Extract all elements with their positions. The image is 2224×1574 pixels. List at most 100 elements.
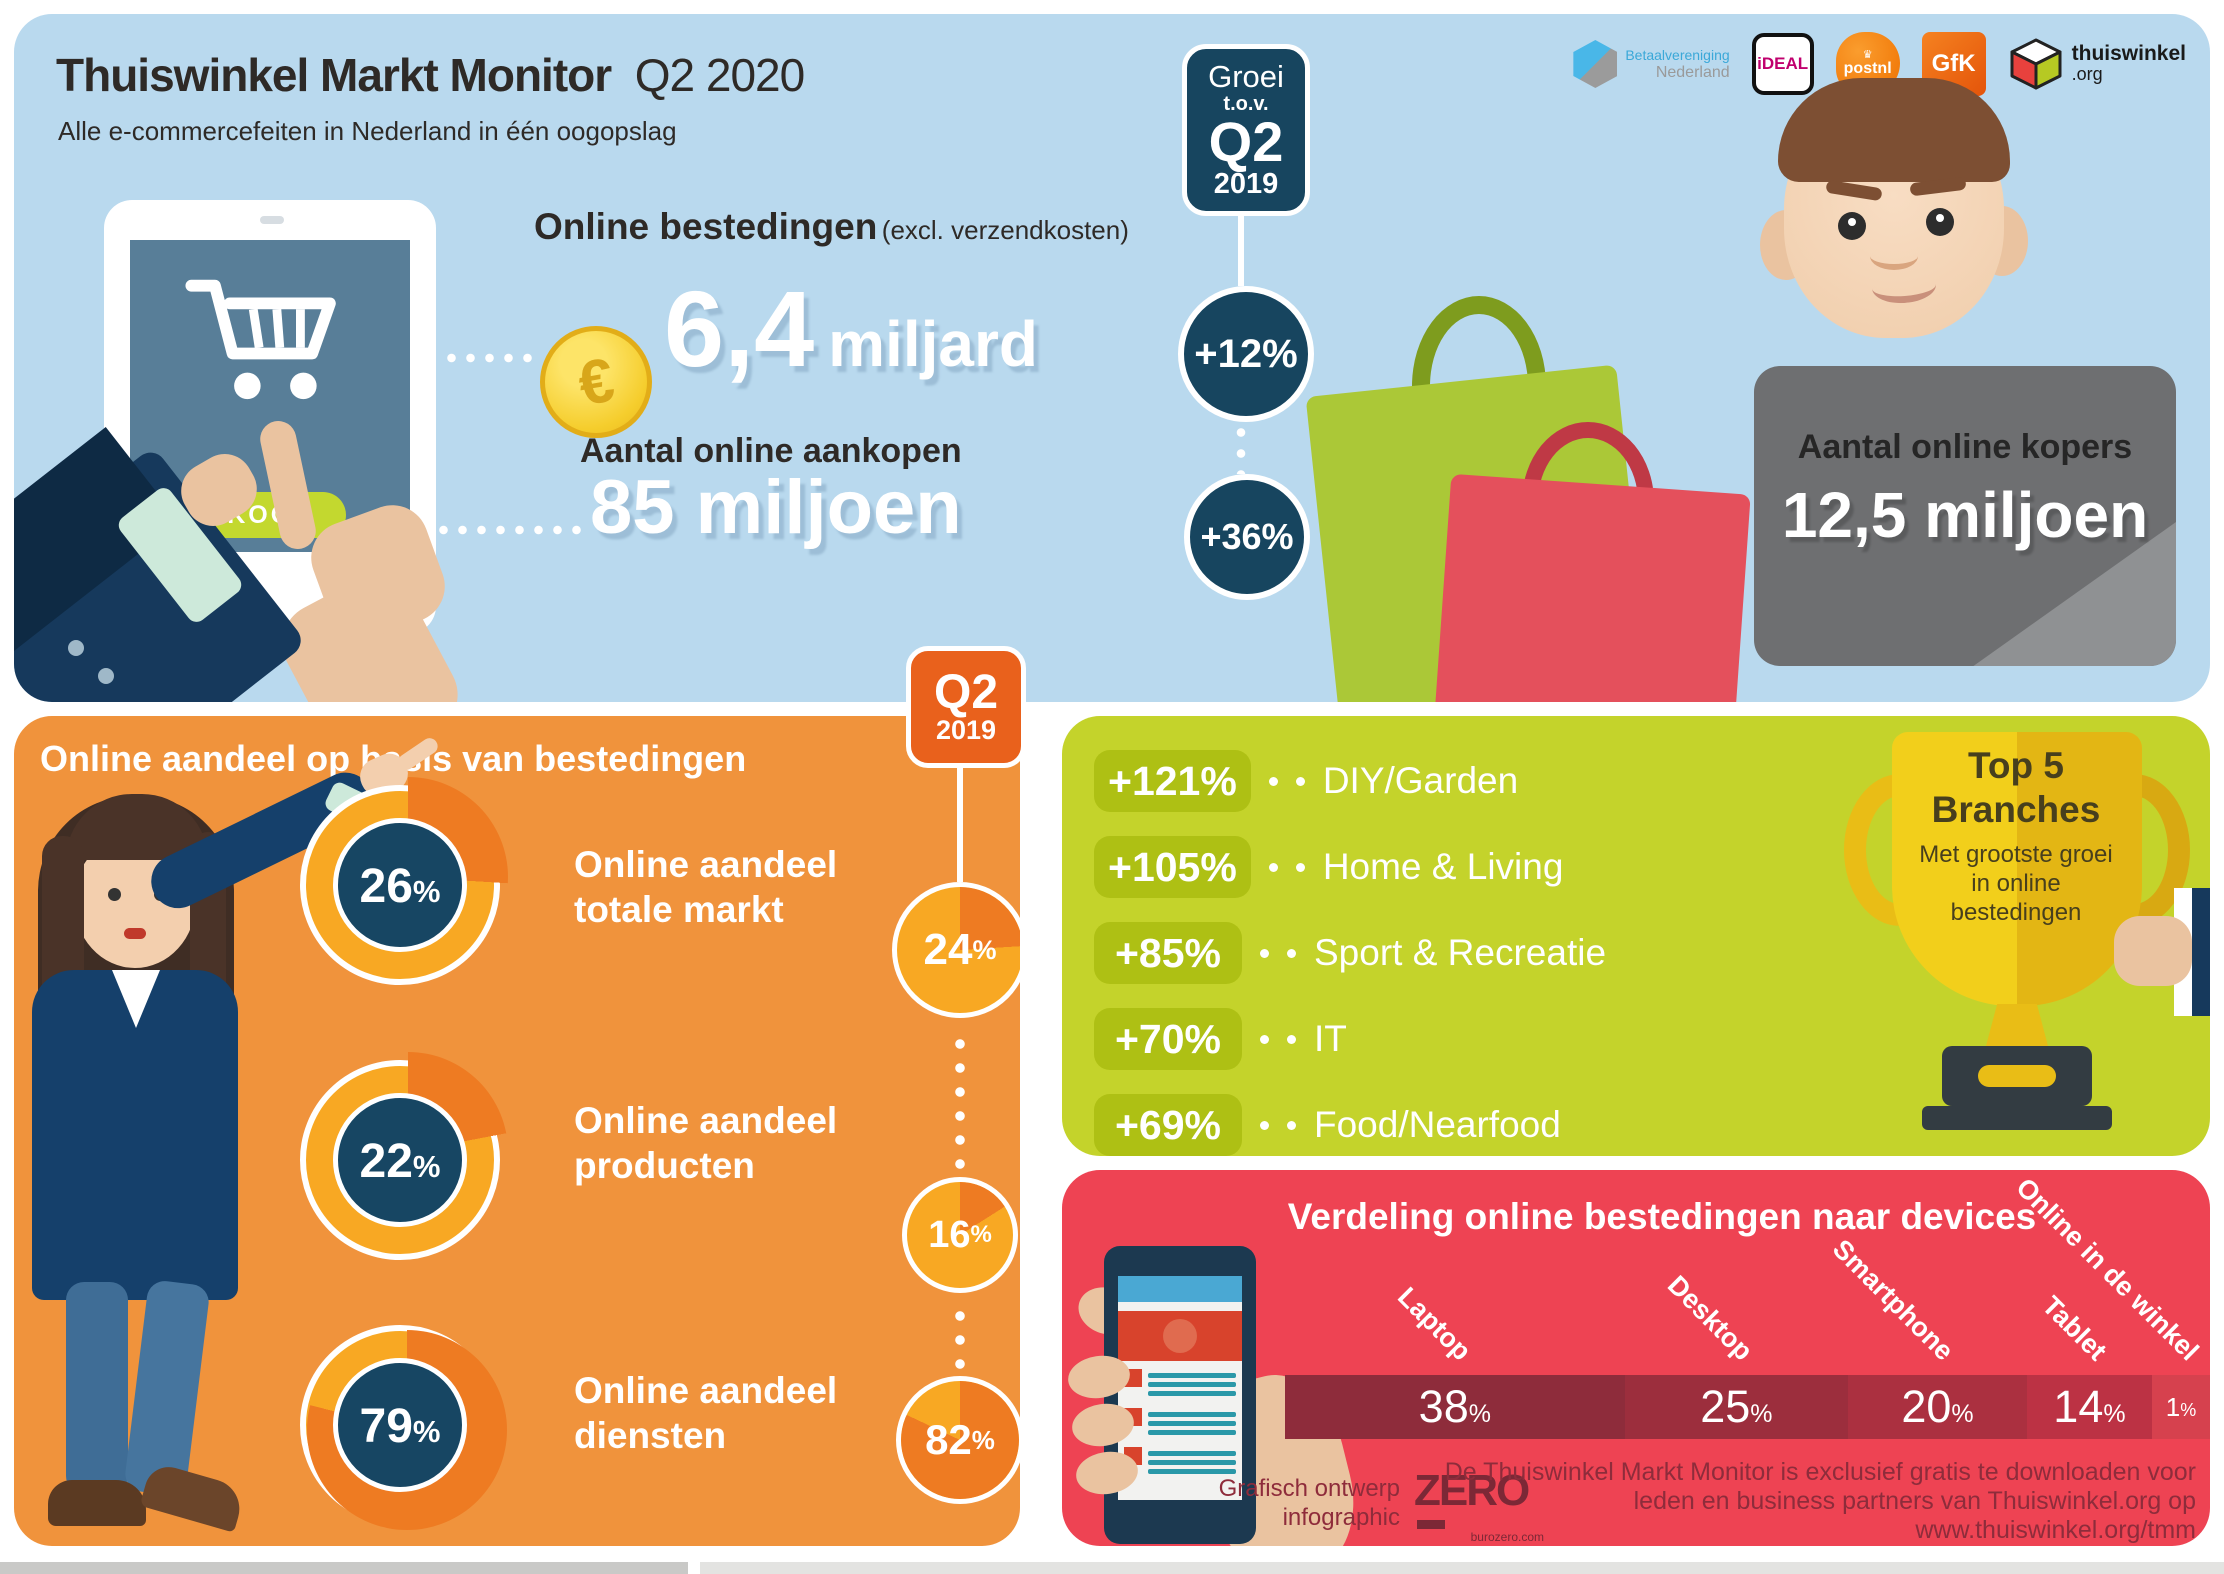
boot (139, 1461, 247, 1533)
page-title-quarter: Q2 2020 (634, 49, 805, 101)
donut-totale-markt: 26% (300, 777, 508, 985)
page-title-rest (623, 49, 635, 101)
growth-badge-sport: +85% (1094, 922, 1242, 984)
bar-segment-online-in-de-winkel: 1% (2152, 1375, 2210, 1439)
mini-wedge (907, 1182, 1013, 1288)
device-label-tablet: Tablet (2036, 1290, 2113, 1367)
design-credit: Grafisch ontwerp infographic (1218, 1475, 1400, 1531)
red-shopping-bag (1433, 473, 1751, 702)
trophy-title-line2: Branches (1931, 789, 2101, 830)
share-label-1: Online aandeel totale markt (574, 844, 838, 930)
purchases-label: Aantal online aankopen (580, 432, 962, 470)
growth-badge-line2: t.o.v. (1223, 93, 1269, 115)
branch-label: Sport & Recreatie (1314, 932, 1607, 973)
trophy-base-slot (1978, 1065, 2056, 1087)
bar-segment-desktop: 25% (1624, 1375, 1849, 1439)
branch-label: Food/Nearfood (1314, 1104, 1561, 1145)
dot-icon (1295, 776, 1305, 786)
tablet-illustration: KOOP (14, 182, 482, 702)
dot-icon (1268, 776, 1278, 786)
branch-row: +70% IT (1094, 1008, 1347, 1070)
tablet-screen: KOOP (130, 240, 410, 552)
branch-label: Home & Living (1322, 846, 1564, 887)
thuiswinkel-org-text: .org (2071, 64, 2103, 84)
devices-bar: 38% 25% 20% 14% 1% (1285, 1375, 2210, 1439)
hair (1778, 78, 2010, 182)
mini-wedge (897, 887, 1020, 1013)
dot-icon (1260, 1034, 1269, 1044)
trophy-cup (1892, 732, 2142, 1006)
page-title-bold: Thuiswinkel Markt Monitor (56, 49, 612, 101)
hand-fist (2114, 916, 2192, 986)
bar-segment-laptop: 38% (1285, 1375, 1625, 1439)
logo-row: Betaalvereniging Nederland iDEAL ♛ postn… (1573, 32, 2186, 96)
betaalvereniging-hexagon-icon (1573, 40, 1618, 88)
device-label-desktop: Desktop (1662, 1269, 1759, 1367)
screen-list-row (1118, 1361, 1242, 1400)
trophy-text: Top 5 Branches Met grootste groei in onl… (1866, 744, 2166, 927)
growth-badge-year: 2019 (1213, 168, 1279, 200)
betaalvereniging-line1: Betaalvereniging (1625, 47, 1730, 63)
trophy-stem (1986, 1004, 2048, 1046)
spending-amount: 6,4 miljard (664, 266, 1038, 391)
list-lines (1148, 1408, 1236, 1439)
thuiswinkel-logo: thuiswinkel .org (2008, 36, 2186, 92)
hand-sleeve (2190, 888, 2210, 1016)
dot-icon (1287, 1120, 1296, 1130)
branch-label: DIY/Garden (1322, 760, 1519, 801)
growth-badge-line1: Groei (1208, 59, 1284, 94)
dot-icon (1260, 1120, 1269, 1130)
jeans-leg (66, 1282, 128, 1494)
connector-line (957, 752, 963, 882)
screen-header (1118, 1276, 1242, 1302)
thuiswinkel-cube-icon (2010, 38, 2062, 90)
spending-label-bold: Online bestedingen (534, 206, 878, 247)
thuiswinkel-text: thuiswinkel (2071, 42, 2186, 65)
list-lines (1148, 1447, 1236, 1478)
eye (108, 888, 121, 901)
trophy-base (1942, 1046, 2092, 1106)
purchases-value: 85 miljoen (590, 465, 962, 550)
euro-coin-icon: € (540, 326, 652, 438)
spending-amount-unit: miljard (828, 308, 1038, 380)
dot-icon (1287, 1034, 1296, 1044)
eye (1838, 212, 1866, 240)
screen-list-row (1118, 1400, 1242, 1439)
dot-icon (1295, 862, 1305, 872)
betaalvereniging-logo: Betaalvereniging Nederland (1573, 40, 1730, 88)
screen-gap (1118, 1302, 1242, 1311)
page-subtitle: Alle e-commercefeiten in Nederland in éé… (58, 116, 677, 146)
growth-purchases-circle: +36% (1184, 474, 1310, 600)
donut-diensten: 79% (300, 1325, 507, 1530)
device-label-laptop: Laptop (1392, 1281, 1477, 1367)
trophy-illustration: Top 5 Branches Met grootste groei in onl… (1822, 716, 2210, 1156)
buyers-laptop: Aantal online kopers 12,5 miljoen (1754, 366, 2176, 666)
shopping-cart-icon (185, 279, 336, 400)
download-note: De Thuiswinkel Markt Monitor is exclusie… (1444, 1458, 2196, 1546)
eye-glint (1848, 218, 1856, 226)
ideal-logo: iDEAL (1751, 33, 1814, 95)
phone-screen (1118, 1276, 1242, 1500)
devices-panel: Verdeling online bestedingen naar device… (1062, 1170, 2210, 1546)
growth-badge-quarter: Q2 (1208, 110, 1284, 173)
branch-row: +85% Sport & Recreatie (1094, 922, 1606, 984)
eye (1926, 208, 1954, 236)
dotted-connector (953, 1304, 967, 1370)
banner-circle (1163, 1319, 1197, 1353)
branch-row: +69% Food/Nearfood (1094, 1094, 1561, 1156)
prev-circle-producten: 16 % (902, 1177, 1018, 1293)
growth-badge-diy: +121% (1094, 750, 1251, 812)
sleeve-dot (98, 668, 114, 684)
bar-segment-tablet: 14% (2026, 1375, 2153, 1439)
bottom-strip-right (700, 1562, 2224, 1574)
burozero-logo: ZERO burozero.com (1414, 1466, 1544, 1544)
buyers-label: Aantal online kopers (1797, 428, 2133, 466)
eye-glint (1936, 214, 1944, 222)
dotted-connector (953, 1032, 967, 1170)
page-title: Thuiswinkel Markt Monitor Q2 2020 (56, 48, 805, 102)
jeans-leg (123, 1279, 211, 1497)
tablet-camera-icon (260, 216, 284, 224)
mini-wedge (901, 1381, 1019, 1499)
prev-circle-diensten: 82 % (896, 1376, 1020, 1504)
